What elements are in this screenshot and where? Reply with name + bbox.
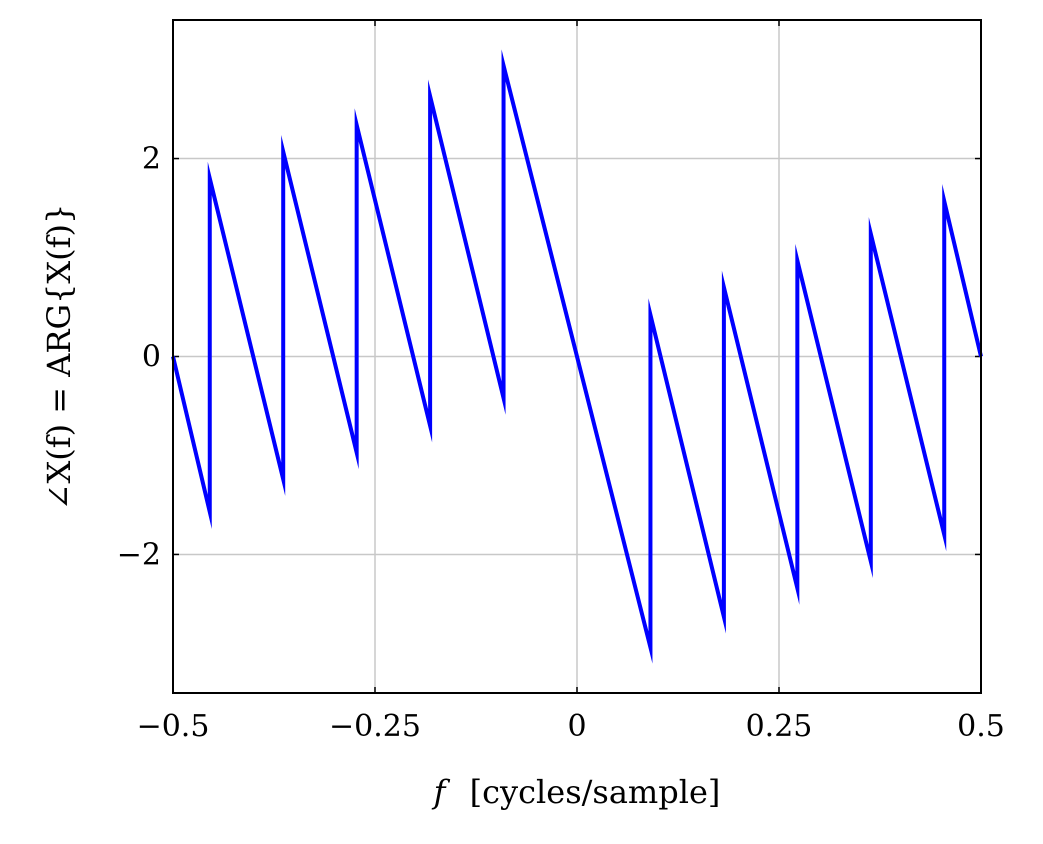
x-axis-label: f [cycles/sample] xyxy=(432,773,721,811)
y-axis-label: ∠X(f) = ARG{X(f)} xyxy=(40,204,78,511)
series-layer xyxy=(171,49,983,664)
y-tick-label: 0 xyxy=(142,340,161,375)
x-tick-label: 0 xyxy=(567,709,586,744)
x-axis-units: [cycles/sample] xyxy=(470,773,721,811)
plot-frame xyxy=(172,19,982,694)
x-tick-label: −0.25 xyxy=(329,709,421,744)
x-tick-label: −0.5 xyxy=(137,709,210,744)
y-tick-label: −2 xyxy=(117,537,161,572)
x-axis-symbol: f xyxy=(432,773,451,811)
tick-labels: −0.5 −0.25 0 0.25 0.5 −2 0 2 xyxy=(117,142,1005,744)
x-tick-label: 0.5 xyxy=(957,709,1005,744)
x-tick-label: 0.25 xyxy=(746,709,813,744)
y-tick-label: 2 xyxy=(142,142,161,177)
phase-series-line xyxy=(171,49,983,664)
